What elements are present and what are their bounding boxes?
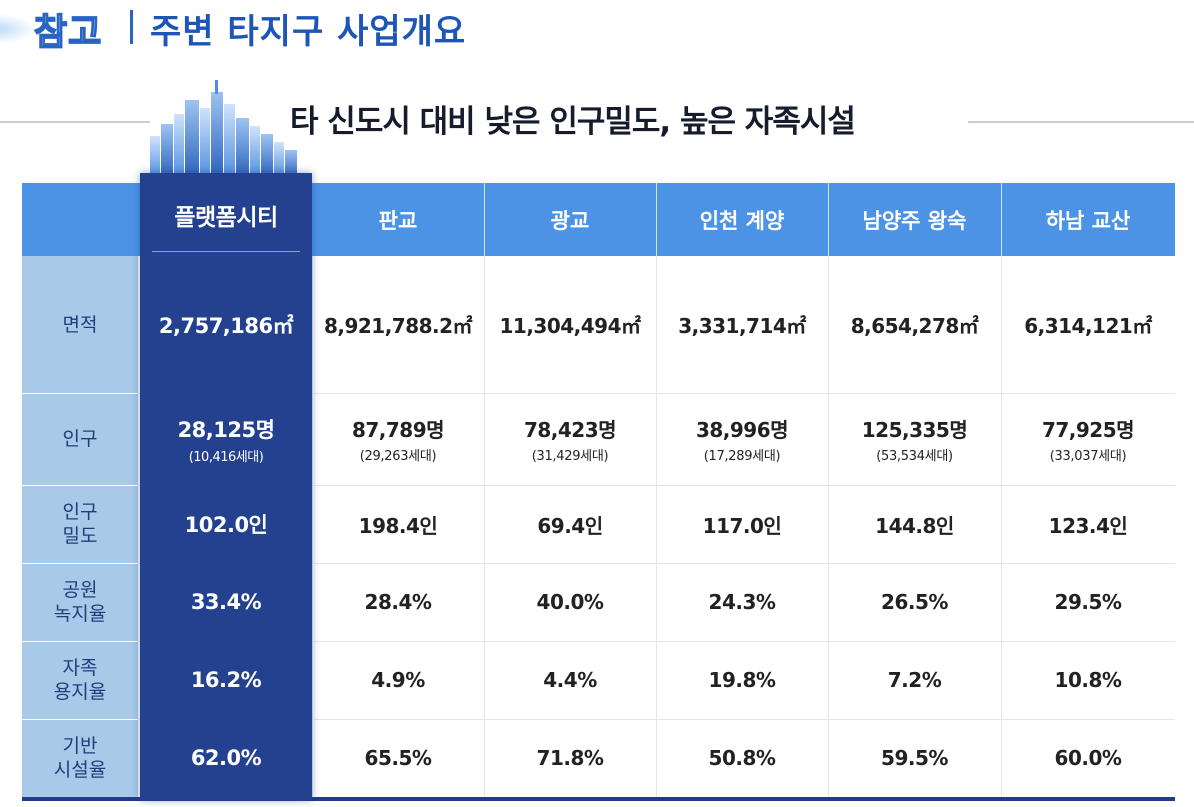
table-cell: 38,996명 (17,289세대) [695,418,789,464]
table-cell: 40.0% [536,590,604,614]
comparison-table: 판교 광교 인천 계양 남양주 왕숙 하남 교산 면적 인구 인구 밀도 공원 … [22,173,1175,801]
table-cell: 198.4인 [358,513,438,538]
table-cell: 4.9% [371,668,425,692]
row-label-population: 인구 [22,393,138,485]
row-label-density: 인구 밀도 [22,485,138,563]
column-header-incheon-gyeyang: 인천 계양 [699,208,785,233]
column-header-hanam-gyosan: 하남 교산 [1045,208,1131,233]
row-label-divider [22,393,138,394]
table-cell: 71.8% [536,746,604,770]
table-cell: 10.8% [1054,668,1122,692]
page-header: 참고 주변 타지구 사업개요 [0,0,1194,56]
column-divider [828,256,829,800]
highlight-cell-area: 2,757,186㎡ [158,313,294,338]
header-divider-line [828,183,829,256]
table-cell: 26.5% [881,590,948,614]
column-divider [656,256,657,800]
table-cell: 24.3% [708,590,776,614]
row-label-area: 면적 [22,256,138,393]
row-divider [22,393,1175,394]
highlight-cell-self-sufficiency-ratio: 16.2% [190,668,262,692]
table-cell: 28.4% [364,590,432,614]
table-cell: 8,921,788.2㎡ [323,314,473,338]
table-cell: 50.8% [708,746,776,770]
table-cell: 78,423명 (31,429세대) [523,418,617,464]
header-divider-line [656,183,657,256]
row-divider [22,563,1175,564]
table-cell: 7.2% [887,668,942,692]
table-cell: 69.4인 [537,513,603,538]
column-header-namyangju-wangsuk: 남양주 왕숙 [862,208,967,233]
table-cell: 123.4인 [1048,513,1128,538]
row-label-divider [22,485,138,486]
row-label-divider [22,719,138,720]
column-header-pangyo: 판교 [378,208,418,233]
row-label-infrastructure-ratio: 기반 시설율 [22,719,138,797]
reference-label: 참고 [33,11,103,54]
table-cell: 125,335명 (53,534세대) [861,418,968,464]
table-cell: 29.5% [1054,590,1122,614]
highlight-header-underline [152,251,300,252]
table-cell: 11,304,494㎡ [499,314,641,338]
highlight-cell-park-ratio: 33.4% [190,590,262,614]
highlight-cell-density: 102.0인 [184,513,268,537]
table-cell: 144.8인 [875,513,954,538]
column-divider [312,256,313,800]
highlight-cell-infrastructure-ratio: 62.0% [190,746,262,770]
table-cell: 60.0% [1054,746,1122,770]
header-divider-line [1001,183,1002,256]
table-cell: 87,789명 (29,263세대) [351,418,445,464]
header-glow [0,14,36,44]
row-label-park-ratio: 공원 녹지율 [22,563,138,641]
highlight-column [140,173,312,800]
table-cell: 65.5% [364,746,432,770]
table-cell: 4.4% [543,668,597,692]
table-cell: 8,654,278㎡ [850,314,979,338]
table-cell: 3,331,714㎡ [678,314,806,338]
table-cell: 6,314,121㎡ [1024,314,1152,338]
row-label-divider [22,641,138,642]
header-divider [130,10,133,44]
page-title: 주변 타지구 사업개요 [150,12,467,52]
row-divider [22,641,1175,642]
highlight-column-header: 플랫폼시티 [174,204,278,231]
table-cell: 77,925명 (33,037세대) [1041,418,1135,464]
city-skyline-icon [150,80,297,178]
row-label-self-sufficiency-ratio: 자족 용지율 [22,641,138,719]
row-label-divider [22,563,138,564]
row-divider [22,485,1175,486]
column-header-gwanggyo: 광교 [550,208,590,233]
table-cell: 59.5% [881,746,948,770]
section-subtitle: 타 신도시 대비 낮은 인구밀도, 높은 자족시설 [290,104,856,140]
table-cell: 117.0인 [702,513,782,538]
subtitle-rule-left [0,121,150,123]
column-divider [1001,256,1002,800]
table-bottom-border [22,797,1175,801]
row-divider [22,719,1175,720]
header-divider-line [484,183,485,256]
table-cell: 19.8% [708,668,776,692]
highlight-cell-population: 28,125명 (10,416세대) [177,417,275,465]
column-divider [484,256,485,800]
subtitle-rule-right [968,121,1194,123]
